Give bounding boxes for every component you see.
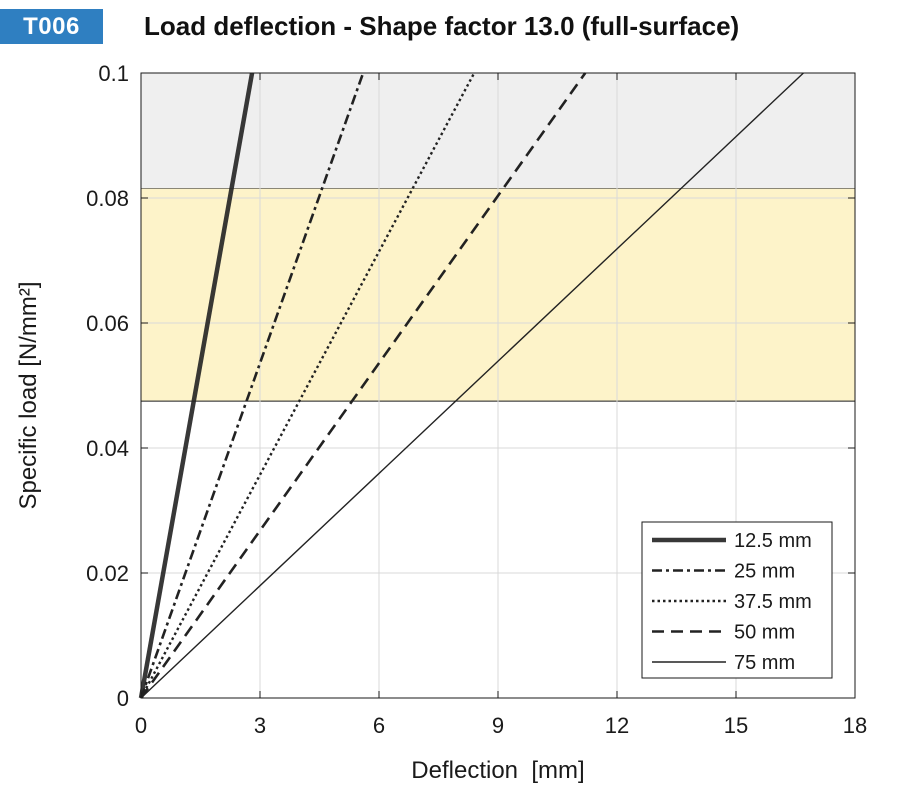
series-line-50-mm <box>139 72 587 699</box>
series-line-75-mm <box>140 72 804 699</box>
chart-id-badge: T006 <box>0 9 103 44</box>
legend-label: 12.5 mm <box>734 530 812 552</box>
series-lines <box>138 72 804 699</box>
x-tick-label: 6 <box>373 713 385 738</box>
x-tick-label: 12 <box>605 713 629 738</box>
x-tick-label: 3 <box>254 713 266 738</box>
x-axis-label: Deflection [mm] <box>411 757 584 784</box>
x-tick-label: 0 <box>135 713 147 738</box>
series-line-37-5-mm <box>139 72 476 699</box>
x-tick-label: 18 <box>843 713 867 738</box>
y-tick-label: 0.1 <box>98 61 129 86</box>
y-tick-label: 0.02 <box>86 561 129 586</box>
axis-ticks <box>140 72 856 699</box>
legend-label: 37.5 mm <box>734 591 812 613</box>
y-tick-labels: 0 0.02 0.04 0.06 0.08 0.1 <box>86 61 129 711</box>
y-tick-label: 0.08 <box>86 186 129 211</box>
legend-box <box>641 521 833 679</box>
y-tick-label: 0 <box>117 686 129 711</box>
y-tick-label: 0.06 <box>86 311 129 336</box>
x-tick-labels: 0 3 6 9 12 15 18 <box>135 713 867 738</box>
x-tick-label: 9 <box>492 713 504 738</box>
legend: 12.5 mm 25 mm 37.5 mm 50 mm 75 mm <box>641 521 833 679</box>
series-line-25-mm <box>139 72 365 699</box>
legend-label: 75 mm <box>734 652 795 674</box>
legend-label: 50 mm <box>734 622 795 644</box>
y-axis-label: Specific load [N/mm²] <box>15 281 42 509</box>
legend-label: 25 mm <box>734 561 795 583</box>
x-tick-label: 15 <box>724 713 748 738</box>
series-line-12-5-mm <box>138 72 255 699</box>
chart-title: Load deflection - Shape factor 13.0 (ful… <box>144 11 740 41</box>
y-tick-label: 0.04 <box>86 436 129 461</box>
